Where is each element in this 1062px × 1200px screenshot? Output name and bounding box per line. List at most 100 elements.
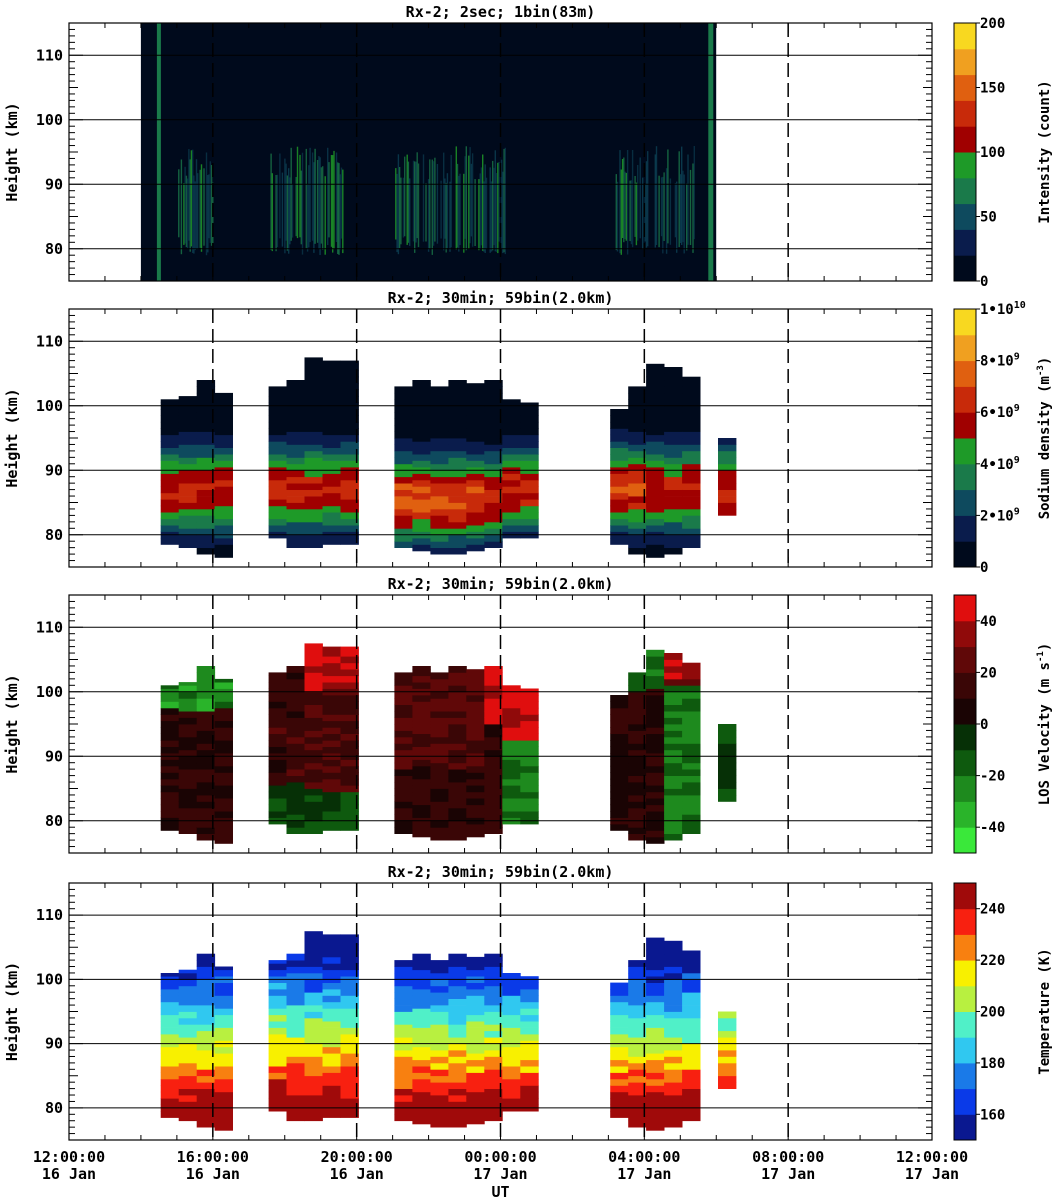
sodium-density-cell bbox=[322, 376, 341, 384]
los-velocity-cell bbox=[502, 759, 521, 767]
intensity-streak bbox=[502, 171, 504, 254]
los-velocity-cell bbox=[628, 704, 647, 712]
temperature-cell bbox=[664, 998, 683, 1006]
sodium-density-cell bbox=[664, 496, 683, 503]
los-velocity-cell bbox=[466, 759, 485, 767]
los-velocity-cell bbox=[682, 685, 701, 693]
temperature-cell bbox=[268, 1027, 287, 1035]
intensity-streak bbox=[682, 170, 684, 243]
sodium-density-cell bbox=[214, 428, 233, 436]
sodium-density-cell bbox=[178, 528, 198, 536]
sodium-density-cell bbox=[178, 418, 198, 426]
temperature-cell bbox=[412, 1034, 431, 1041]
temperature-cell bbox=[466, 1027, 485, 1035]
sodium-density-cell bbox=[322, 360, 341, 365]
sodium-density-cell bbox=[610, 479, 629, 487]
temperature-cell bbox=[520, 1034, 539, 1041]
temperature-cell bbox=[448, 1024, 467, 1032]
temperature-cell bbox=[412, 956, 431, 964]
los-velocity-cell bbox=[682, 788, 701, 796]
sodium-density-cell bbox=[448, 457, 467, 465]
sodium-density-cell bbox=[412, 396, 431, 403]
los-velocity-cell bbox=[196, 756, 216, 764]
los-velocity-cell bbox=[286, 795, 305, 802]
sodium-density-cell bbox=[178, 431, 198, 439]
los-velocity-cell bbox=[178, 769, 198, 776]
sodium-density-cell bbox=[430, 502, 449, 510]
intensity-streak bbox=[189, 159, 191, 252]
los-velocity-cell bbox=[304, 820, 323, 828]
intensity-streak bbox=[402, 177, 405, 238]
sodium-density-cell bbox=[646, 479, 665, 487]
colorbar-swatch bbox=[954, 985, 976, 1012]
sodium-density-cell bbox=[214, 415, 233, 423]
los-velocity-cell bbox=[664, 827, 683, 834]
los-velocity-cell bbox=[412, 707, 431, 715]
los-velocity-cell bbox=[484, 814, 503, 822]
temperature-cell bbox=[322, 1085, 341, 1093]
los-velocity-cell bbox=[610, 772, 629, 780]
temperature-cell bbox=[160, 1059, 180, 1067]
sodium-density-cell bbox=[322, 415, 341, 423]
temperature-cell bbox=[322, 1021, 341, 1028]
los-velocity-cell bbox=[646, 824, 665, 831]
los-velocity-cell bbox=[664, 795, 683, 802]
los-velocity-cell bbox=[664, 672, 683, 680]
colorbar-tick-label: 220 bbox=[980, 953, 1005, 969]
temperature-cell bbox=[502, 1066, 521, 1073]
los-velocity-cell bbox=[682, 730, 701, 738]
sodium-density-cell bbox=[286, 450, 305, 458]
intensity-streak bbox=[193, 175, 195, 254]
sodium-density-cell bbox=[628, 438, 647, 445]
intensity-streak bbox=[328, 162, 330, 238]
los-velocity-cell bbox=[448, 782, 467, 789]
sodium-density-cell bbox=[304, 521, 323, 529]
temperature-cell bbox=[286, 1056, 305, 1064]
los-velocity-cell bbox=[610, 759, 629, 767]
los-velocity-cell bbox=[322, 675, 341, 683]
sodium-density-cell bbox=[682, 534, 701, 542]
los-velocity-cell bbox=[322, 791, 341, 799]
sodium-density-cell bbox=[448, 515, 467, 523]
temperature-cell bbox=[646, 1021, 665, 1028]
intensity-streak bbox=[471, 153, 474, 247]
sodium-density-cell bbox=[448, 534, 467, 542]
temperature-cell bbox=[214, 1046, 233, 1054]
sodium-density-cell bbox=[286, 418, 305, 426]
los-velocity-cell bbox=[664, 769, 683, 776]
sodium-density-cell bbox=[646, 492, 665, 500]
temperature-cell bbox=[682, 985, 701, 993]
los-velocity-cell bbox=[430, 672, 449, 680]
los-velocity-cell bbox=[466, 707, 485, 715]
temperature-cell bbox=[484, 979, 503, 987]
sodium-density-cell bbox=[268, 386, 287, 390]
colorbar-swatch bbox=[954, 48, 976, 76]
temperature-cell bbox=[664, 1095, 683, 1102]
sodium-density-cell bbox=[466, 525, 485, 532]
temperature-cell bbox=[466, 1098, 485, 1105]
los-velocity-cell bbox=[718, 775, 737, 783]
los-velocity-cell bbox=[304, 678, 323, 686]
temperature-cell bbox=[322, 1034, 341, 1041]
sodium-density-cell bbox=[304, 463, 323, 471]
sodium-density-cell bbox=[664, 438, 683, 445]
temperature-cell bbox=[304, 1024, 323, 1032]
sodium-density-cell bbox=[484, 457, 503, 465]
intensity-streak bbox=[665, 168, 668, 254]
temperature-cell bbox=[664, 979, 683, 987]
intensity-streak bbox=[678, 151, 680, 248]
temperature-cell bbox=[610, 1034, 629, 1041]
temperature-cell bbox=[160, 1027, 180, 1035]
sodium-density-cell bbox=[340, 525, 359, 532]
sodium-density-cell bbox=[448, 547, 467, 555]
sodium-density-cell bbox=[160, 434, 180, 442]
colorbar-tick-label: 2•109 bbox=[980, 506, 1020, 524]
los-velocity-cell bbox=[520, 746, 539, 754]
temperature-cell bbox=[430, 960, 449, 967]
los-velocity-cell bbox=[484, 672, 503, 680]
sodium-density-cell bbox=[430, 547, 449, 555]
intensity-streak bbox=[339, 174, 341, 250]
sodium-density-cell bbox=[646, 518, 665, 526]
